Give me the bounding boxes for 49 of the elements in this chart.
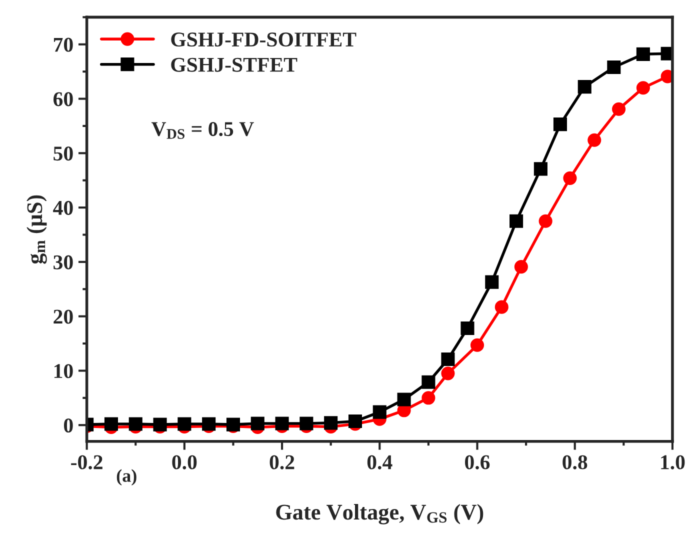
- annotation: V$_{DS}$ = 0.5 V: [151, 122, 254, 139]
- point: [636, 47, 650, 61]
- point: [534, 162, 548, 176]
- point: [397, 392, 411, 406]
- x-tick-label: -0.2: [71, 455, 102, 470]
- y-tick-label: 60: [54, 92, 73, 106]
- point: [607, 60, 621, 74]
- point: [372, 405, 386, 419]
- point: [538, 214, 552, 228]
- point: [510, 214, 524, 228]
- y-tick-label: 40: [53, 200, 73, 215]
- point: [588, 133, 602, 147]
- point: [348, 414, 362, 428]
- point: [485, 275, 499, 289]
- x-tick-label: 0.6: [465, 455, 490, 470]
- y-tick-label: 10: [54, 364, 73, 378]
- point: [494, 300, 508, 314]
- legend-label: GSHJ-STFET: [171, 58, 298, 72]
- y-tick-label: 0: [64, 418, 73, 433]
- point: [422, 375, 436, 389]
- point: [563, 171, 577, 185]
- x-tick-label: 0.0: [172, 455, 197, 470]
- point: [470, 338, 484, 352]
- y-tick-label: 20: [54, 310, 73, 324]
- y-tick-label: 70: [54, 38, 73, 52]
- x-axis-title: Gate Voltage, V$_{GS}$ (V): [276, 504, 484, 524]
- x-tick-label: 0.8: [562, 455, 588, 470]
- point: [104, 417, 118, 431]
- point: [324, 416, 338, 430]
- point: [514, 260, 528, 274]
- point: [441, 366, 455, 380]
- point: [422, 391, 436, 405]
- point: [300, 416, 314, 430]
- point: [578, 80, 592, 94]
- y-tick-label: 30: [54, 255, 73, 270]
- x-tick-label: 1.0: [661, 455, 685, 470]
- point: [460, 322, 474, 336]
- point: [441, 352, 455, 366]
- point: [553, 118, 567, 132]
- y-axis-title: g$_{m}$ (μS): [26, 195, 47, 264]
- text: (a): [116, 469, 136, 486]
- y-tick-label: 50: [54, 146, 73, 161]
- point: [275, 416, 289, 430]
- x-tick-label: 0.4: [367, 455, 392, 470]
- point: [250, 416, 264, 430]
- point: [636, 81, 650, 95]
- x-tick-label: 0.2: [270, 455, 294, 470]
- point: [612, 102, 626, 116]
- legend-label: GSHJ-FD-SOITFET: [171, 32, 356, 47]
